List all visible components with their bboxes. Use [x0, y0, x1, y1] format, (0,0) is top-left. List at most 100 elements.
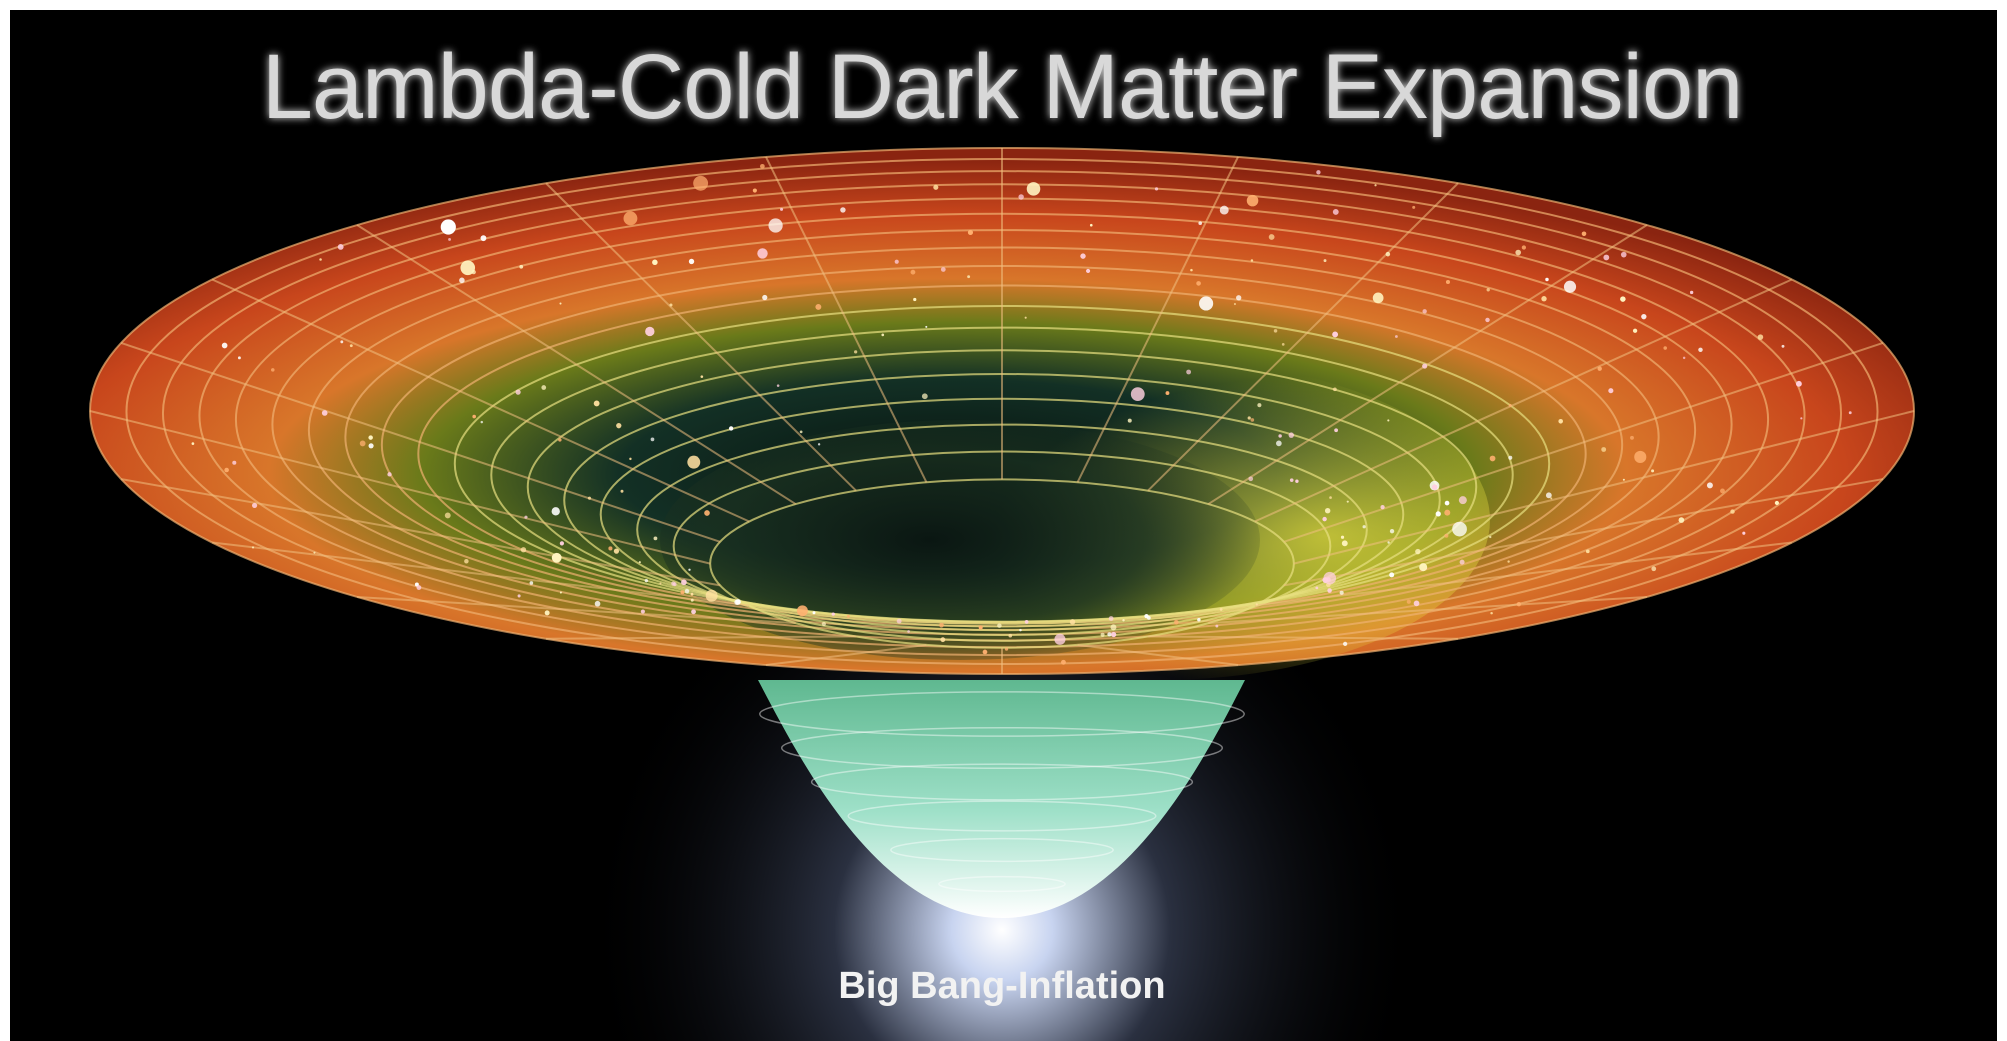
galaxy [933, 185, 938, 190]
galaxy [1334, 428, 1338, 432]
galaxy [1248, 416, 1251, 419]
galaxy [922, 393, 928, 399]
galaxy [1325, 508, 1330, 513]
galaxy [1198, 221, 1202, 225]
galaxy [518, 594, 521, 597]
galaxy [1387, 419, 1389, 421]
galaxy [1282, 343, 1285, 346]
label: Big Bang-Inflation [838, 965, 1165, 1007]
galaxy [1690, 291, 1693, 294]
galaxy [983, 650, 988, 655]
galaxy [1550, 497, 1552, 499]
galaxy [1061, 660, 1066, 665]
galaxy [780, 208, 783, 211]
galaxy [614, 549, 619, 554]
galaxy [560, 592, 562, 594]
galaxy [895, 260, 899, 264]
galaxy [232, 461, 236, 465]
galaxy [1111, 632, 1116, 637]
galaxy [1256, 603, 1258, 605]
galaxy [472, 415, 476, 419]
galaxy [734, 599, 740, 605]
galaxy [1395, 335, 1398, 338]
galaxy [1651, 566, 1656, 571]
galaxy [1190, 269, 1193, 272]
galaxy [448, 238, 451, 241]
galaxy [319, 258, 322, 261]
galaxy [387, 472, 391, 476]
galaxy [624, 211, 638, 225]
galaxy [800, 431, 803, 434]
galaxy [1342, 540, 1348, 546]
illustration: Lambda-Cold Dark Matter Expansion Big Ba… [0, 0, 2007, 1041]
galaxy [460, 260, 475, 275]
galaxy [1215, 625, 1218, 628]
galaxy [1363, 525, 1366, 528]
galaxy [940, 637, 945, 642]
galaxy [967, 275, 970, 278]
galaxy [1508, 456, 1512, 460]
galaxy [813, 611, 816, 614]
galaxy [1414, 601, 1420, 607]
galaxy [1122, 619, 1124, 621]
galaxy [1269, 234, 1275, 240]
galaxy [1545, 278, 1548, 281]
galaxy [1131, 387, 1145, 401]
galaxy [1742, 532, 1745, 535]
galaxy [691, 599, 694, 602]
galaxy [1111, 624, 1117, 630]
galaxy [1601, 447, 1606, 452]
galaxy [1289, 432, 1294, 437]
galaxy [688, 569, 690, 571]
galaxy [1641, 314, 1646, 319]
galaxy [441, 219, 456, 234]
galaxy [1276, 441, 1282, 447]
galaxy [729, 426, 733, 430]
galaxy [1086, 269, 1090, 273]
galaxy [1507, 560, 1509, 562]
galaxy [552, 507, 560, 515]
galaxy [897, 619, 902, 624]
galaxy [1166, 391, 1170, 395]
galaxy [913, 298, 916, 301]
galaxy [1101, 633, 1105, 637]
galaxy [1598, 366, 1602, 370]
galaxy [832, 612, 835, 615]
galaxy [939, 623, 944, 628]
galaxy [1485, 318, 1489, 322]
galaxy [1109, 616, 1114, 621]
galaxy [1025, 620, 1029, 624]
galaxy [1698, 348, 1702, 352]
galaxy [530, 581, 534, 585]
galaxy [1008, 634, 1012, 638]
galaxy [979, 625, 983, 629]
galaxy [459, 278, 465, 284]
galaxy [1340, 591, 1344, 595]
galaxy [1444, 510, 1450, 516]
galaxy [629, 458, 631, 460]
galaxy [815, 304, 821, 310]
galaxy [524, 516, 527, 519]
galaxy [881, 334, 884, 337]
galaxy [1196, 281, 1201, 286]
galaxy [1080, 253, 1085, 258]
galaxy [1633, 329, 1637, 333]
galaxy [1234, 303, 1236, 305]
galaxy [641, 609, 645, 613]
galaxy [1019, 629, 1021, 631]
galaxy [1316, 170, 1320, 174]
galaxy [1247, 195, 1259, 207]
galaxy [777, 384, 780, 387]
galaxy [313, 552, 315, 554]
galaxy [369, 443, 374, 448]
galaxy [659, 583, 661, 585]
galaxy [1621, 252, 1627, 258]
galaxy [1248, 476, 1253, 481]
galaxy [941, 267, 946, 272]
galaxy [521, 547, 526, 552]
galaxy [594, 401, 600, 407]
galaxy [1758, 334, 1764, 340]
galaxy [1333, 209, 1339, 215]
galaxy [621, 490, 624, 493]
page: {"title": "Lambda-Cold Dark Matter Expan… [0, 0, 2007, 1041]
